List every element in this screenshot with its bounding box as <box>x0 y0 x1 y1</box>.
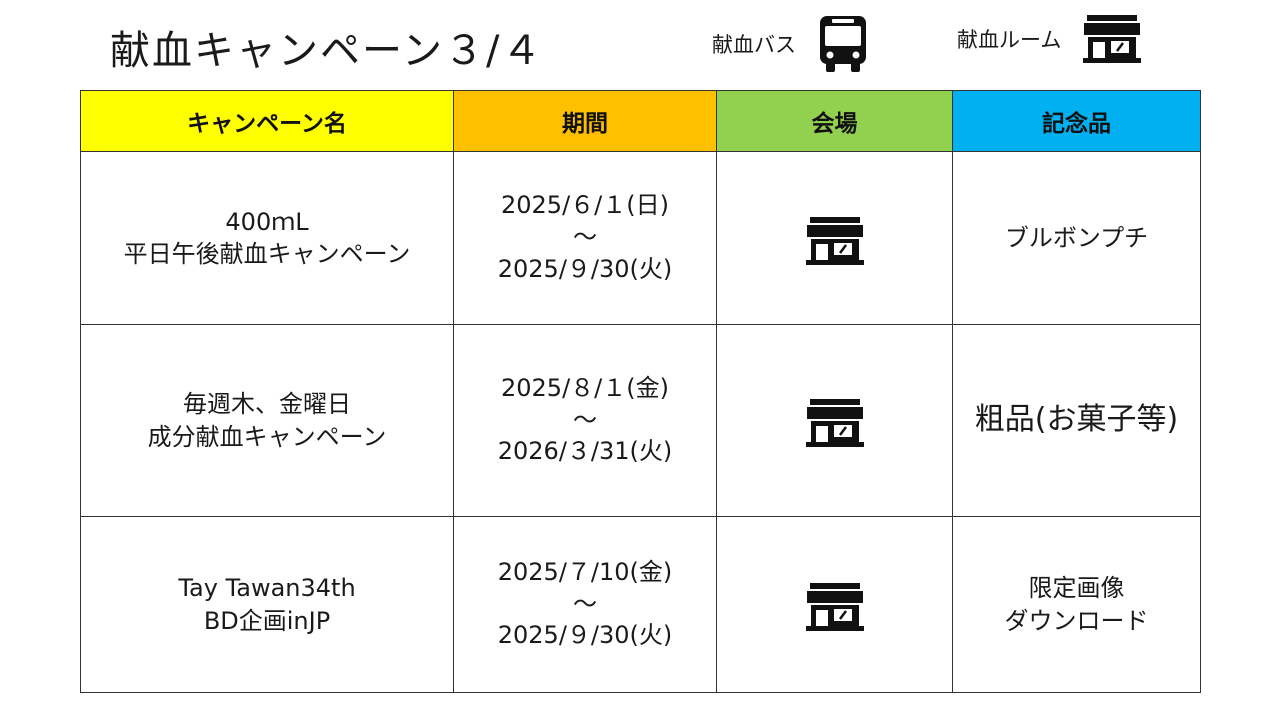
table-header-row: キャンペーン名 期間 会場 記念品 <box>80 90 1201 152</box>
shop-icon <box>1083 14 1142 64</box>
period-separator: ～ <box>573 589 597 618</box>
campaign-name-line: 毎週木、金曜日 <box>183 390 351 419</box>
bus-icon <box>818 14 868 74</box>
period-end: 2025/９/30(火) <box>497 254 673 283</box>
venue-cell <box>716 324 953 517</box>
table-row: Tay Tawan34th BD企画inJP 2025/７/10(金) ～ 20… <box>80 516 1201 693</box>
campaign-name-cell: Tay Tawan34th BD企画inJP <box>80 516 454 693</box>
legend-room: 献血ルーム <box>957 14 1142 64</box>
shop-icon <box>805 568 864 632</box>
campaign-table: キャンペーン名 期間 会場 記念品 400ｍL 平日午後献血キャンペーン 202… <box>80 90 1201 693</box>
table-row: 400ｍL 平日午後献血キャンペーン 2025/６/１(日) ～ 2025/９/… <box>80 151 1201 325</box>
venue-cell <box>716 151 953 325</box>
shop-icon <box>805 202 864 266</box>
period-end: 2025/９/30(火) <box>497 621 673 650</box>
column-header-venue: 会場 <box>716 90 953 152</box>
campaign-name-line: 平日午後献血キャンペーン <box>123 240 411 268</box>
column-header-campaign-name: キャンペーン名 <box>80 90 454 152</box>
period-separator: ～ <box>573 405 597 434</box>
campaign-name-line: Tay Tawan34th <box>178 574 356 603</box>
column-header-period: 期間 <box>453 90 717 152</box>
legend-room-label: 献血ルーム <box>957 28 1062 52</box>
shop-icon <box>805 384 864 448</box>
legend-bus: 献血バス <box>712 14 868 74</box>
venue-cell <box>716 516 953 693</box>
page-title: 献血キャンペーン３/４ <box>110 28 544 74</box>
period-start: 2025/６/１(日) <box>501 191 669 220</box>
period-cell: 2025/８/１(金) ～ 2026/３/31(火) <box>453 324 717 517</box>
period-cell: 2025/６/１(日) ～ 2025/９/30(火) <box>453 151 717 325</box>
table-row: 毎週木、金曜日 成分献血キャンペーン 2025/８/１(金) ～ 2026/３/… <box>80 324 1201 517</box>
gift-cell: 粗品(お菓子等) <box>952 324 1201 517</box>
gift-cell: ブルボンプチ <box>952 151 1201 325</box>
campaign-name-line: 成分献血キャンペーン <box>147 422 387 451</box>
gift-cell: 限定画像 ダウンロード <box>952 516 1201 693</box>
campaign-name-cell: 400ｍL 平日午後献血キャンペーン <box>80 151 454 325</box>
period-cell: 2025/７/10(金) ～ 2025/９/30(火) <box>453 516 717 693</box>
gift-line: 限定画像 <box>1028 574 1125 603</box>
legend-bus-label: 献血バス <box>712 33 796 57</box>
period-separator: ～ <box>573 223 597 252</box>
period-start: 2025/８/１(金) <box>501 373 669 402</box>
period-start: 2025/７/10(金) <box>497 557 673 586</box>
gift-line: ブルボンプチ <box>1004 223 1149 252</box>
campaign-name-line: 400ｍL <box>225 207 309 236</box>
campaign-name-cell: 毎週木、金曜日 成分献血キャンペーン <box>80 324 454 517</box>
column-header-gift: 記念品 <box>952 90 1201 152</box>
period-end: 2026/３/31(火) <box>497 437 673 466</box>
campaign-name-line: BD企画inJP <box>203 606 331 635</box>
gift-line: ダウンロード <box>1004 606 1149 635</box>
gift-line: 粗品(お菓子等) <box>974 402 1179 438</box>
